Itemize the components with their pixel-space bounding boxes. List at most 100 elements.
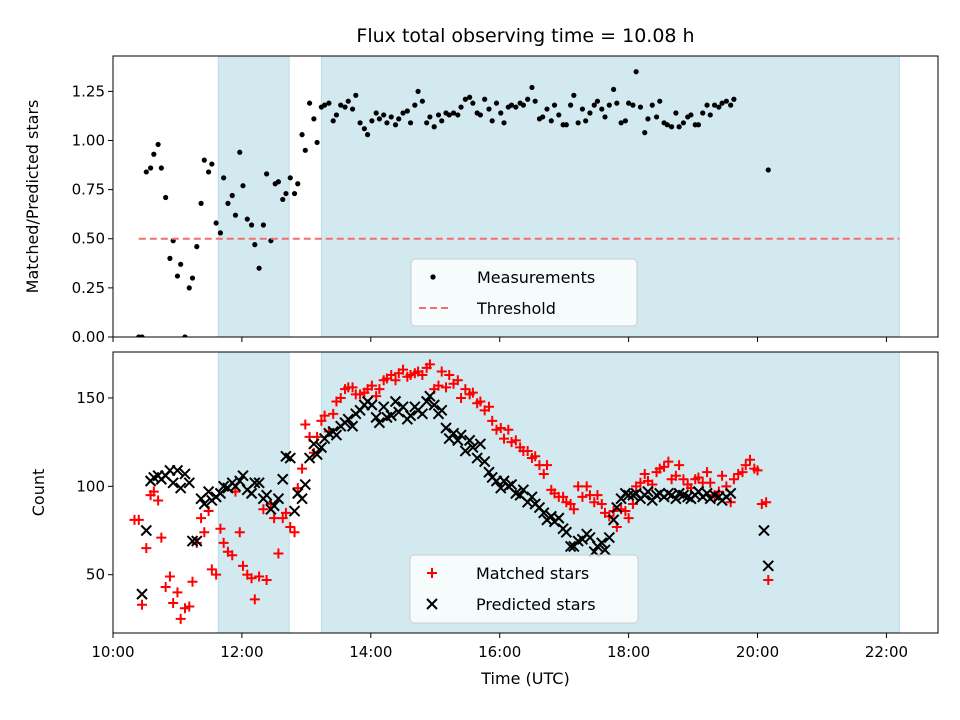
data-point	[452, 434, 464, 447]
data-point	[206, 169, 212, 175]
data-point	[326, 100, 332, 106]
data-point	[346, 420, 359, 432]
y-tick-label: 0.25	[72, 279, 105, 297]
data-point	[737, 467, 748, 478]
data-point	[592, 490, 603, 501]
data-point	[611, 501, 623, 514]
data-point	[366, 380, 377, 391]
data-point	[221, 175, 227, 181]
data-point	[470, 100, 476, 106]
data-point	[186, 285, 192, 291]
data-point	[596, 498, 607, 509]
data-point	[702, 467, 713, 478]
data-point	[164, 571, 175, 582]
data-point	[198, 200, 204, 206]
data-point	[544, 106, 550, 112]
data-point	[573, 481, 584, 492]
data-point	[229, 192, 235, 199]
data-point	[581, 481, 592, 492]
data-point	[186, 535, 199, 547]
data-point	[440, 422, 452, 434]
data-point	[645, 116, 651, 122]
data-point	[456, 392, 467, 403]
data-point	[246, 573, 257, 584]
data-point	[178, 261, 184, 267]
data-point	[642, 485, 654, 498]
data-point	[361, 126, 367, 132]
data-point	[140, 524, 153, 537]
data-point	[285, 521, 296, 532]
data-point	[416, 408, 429, 420]
data-point	[225, 200, 231, 206]
y-tick-label: 0.00	[72, 328, 105, 346]
data-point	[345, 98, 351, 104]
data-point	[311, 116, 317, 122]
data-point	[499, 433, 510, 444]
data-point	[373, 110, 379, 116]
data-point	[404, 108, 410, 114]
legend-marker	[427, 568, 437, 578]
data-point	[249, 594, 260, 605]
data-point	[498, 110, 504, 116]
data-point	[541, 460, 552, 471]
data-point	[174, 482, 187, 494]
data-point	[482, 96, 488, 102]
x-tick-label: 14:00	[349, 643, 392, 661]
data-point	[136, 588, 148, 600]
data-point	[209, 161, 215, 167]
data-point	[300, 419, 311, 430]
x-axis-label: Time (UTC)	[480, 669, 569, 688]
data-point	[642, 130, 648, 136]
data-point	[175, 613, 186, 624]
legend: Matched stars Predicted stars	[409, 554, 639, 624]
data-point	[668, 124, 675, 130]
data-point	[575, 120, 581, 126]
data-point	[234, 527, 245, 538]
data-point	[427, 114, 433, 120]
data-point	[551, 102, 558, 108]
data-point	[587, 110, 593, 116]
data-point	[635, 477, 646, 488]
data-point	[424, 120, 430, 126]
data-point	[256, 265, 262, 271]
data-point	[330, 429, 343, 441]
axes-frame	[112, 55, 939, 338]
data-point	[517, 484, 530, 496]
data-point	[384, 120, 390, 126]
data-point	[232, 212, 239, 218]
data-point	[513, 104, 519, 110]
y-tick-label: 100	[76, 477, 105, 495]
data-point	[172, 587, 183, 598]
data-point	[284, 452, 296, 464]
data-point	[211, 569, 222, 580]
data-point	[705, 477, 716, 488]
legend-marker	[426, 598, 438, 610]
y-axis-label: Matched/Predicted stars	[23, 100, 42, 294]
data-point	[540, 114, 546, 120]
data-point	[637, 104, 644, 110]
data-point	[462, 96, 468, 102]
y-tick-label: 1.00	[72, 131, 105, 149]
data-point	[676, 124, 682, 130]
data-point	[306, 100, 313, 106]
data-point	[308, 438, 320, 450]
data-point	[493, 100, 500, 106]
data-point	[385, 409, 397, 422]
data-point	[532, 98, 538, 104]
data-point	[599, 544, 611, 556]
data-point	[522, 445, 533, 456]
data-point	[316, 415, 327, 426]
data-point	[649, 102, 655, 108]
data-point	[335, 392, 346, 403]
data-point	[530, 451, 541, 462]
data-point	[398, 364, 409, 375]
data-point	[568, 504, 579, 515]
data-point	[187, 576, 198, 587]
data-point	[505, 478, 518, 491]
data-point	[607, 514, 620, 526]
x-tick-label: 22:00	[865, 643, 908, 661]
data-point	[244, 216, 250, 222]
data-point	[288, 505, 301, 517]
data-point	[268, 500, 280, 512]
